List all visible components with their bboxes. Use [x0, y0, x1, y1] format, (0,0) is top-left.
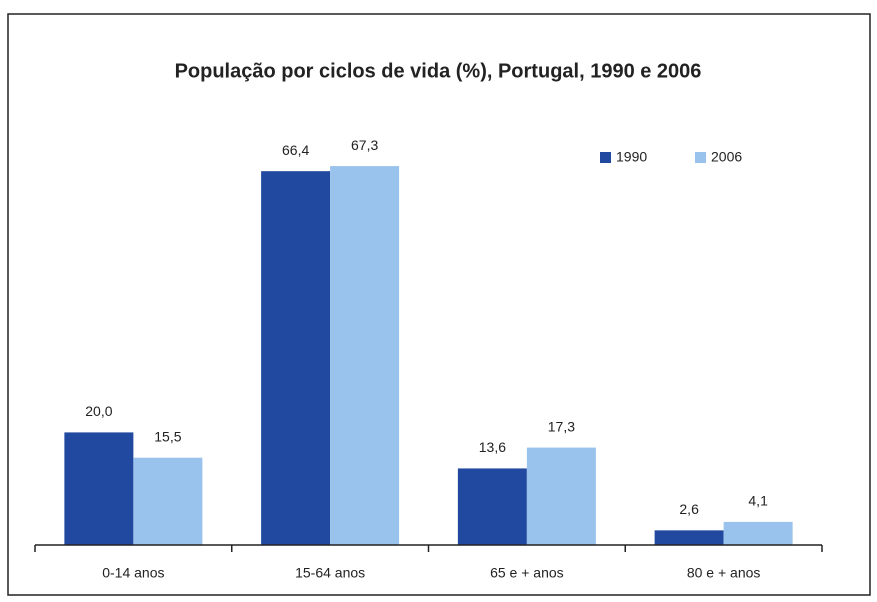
value-label: 20,0 [85, 403, 112, 419]
bar [723, 521, 793, 545]
bar [457, 468, 527, 545]
legend-swatch [600, 152, 611, 163]
value-label: 2,6 [679, 501, 699, 517]
value-label: 15,5 [154, 428, 181, 444]
value-label: 66,4 [282, 142, 309, 158]
legend-label: 1990 [616, 149, 647, 165]
value-label: 67,3 [351, 137, 378, 153]
chart-title: População por ciclos de vida (%), Portug… [175, 60, 702, 82]
bar [330, 166, 400, 545]
legend-swatch [695, 152, 706, 163]
value-label: 13,6 [479, 439, 506, 455]
bar [261, 171, 331, 545]
value-label: 17,3 [548, 418, 575, 434]
value-label: 4,1 [748, 493, 768, 509]
x-tick-label: 80 e + anos [687, 565, 761, 581]
bar [133, 457, 203, 545]
bar [654, 530, 724, 545]
x-tick-label: 65 e + anos [490, 565, 564, 581]
x-tick-label: 15-64 anos [295, 565, 365, 581]
x-tick-label: 0-14 anos [102, 565, 164, 581]
legend-label: 2006 [711, 149, 742, 165]
bar [64, 432, 134, 545]
bar [526, 447, 596, 545]
